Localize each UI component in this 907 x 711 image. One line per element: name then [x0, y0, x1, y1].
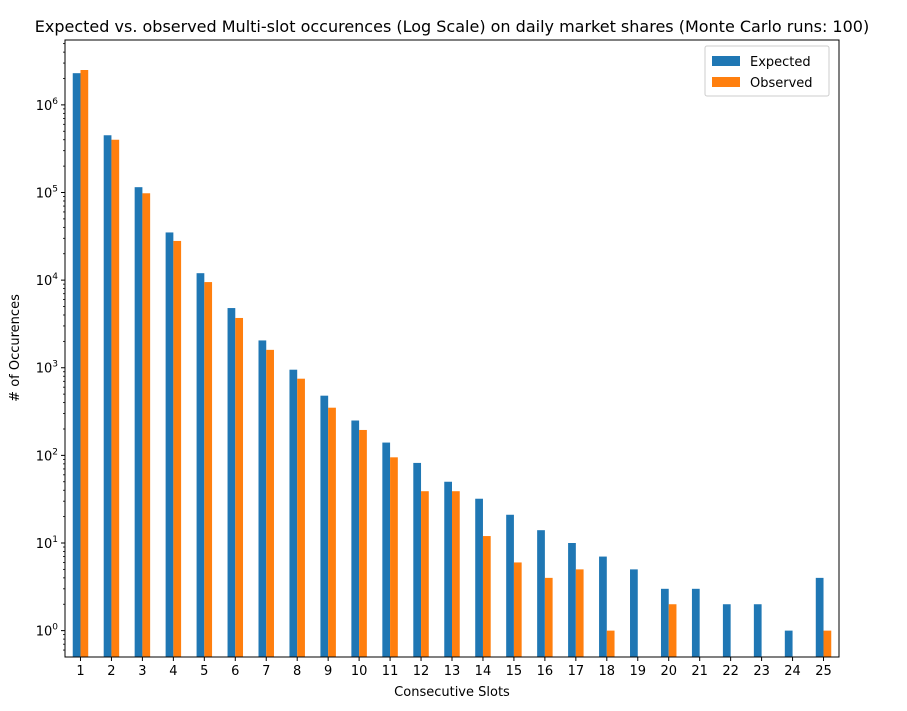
bar-expected-23 — [753, 604, 762, 657]
bar-expected-14 — [475, 498, 483, 657]
x-tick-label-10: 10 — [351, 664, 368, 679]
x-tick-label-17: 17 — [568, 664, 585, 679]
bar-expected-17 — [568, 543, 576, 657]
bar-observed-13 — [452, 491, 460, 657]
bar-observed-15 — [513, 562, 522, 657]
chart-title: Expected vs. observed Multi-slot occuren… — [35, 17, 869, 36]
bar-observed-12 — [421, 491, 429, 657]
y-tick-label-2: 102 — [36, 447, 58, 464]
bar-observed-9 — [328, 407, 336, 657]
bar-observed-8 — [297, 378, 305, 657]
bar-observed-6 — [235, 317, 244, 657]
bar-observed-14 — [482, 536, 491, 657]
bar-observed-16 — [544, 577, 553, 657]
bar-observed-20 — [668, 604, 677, 657]
bar-expected-24 — [784, 630, 793, 657]
bar-expected-11 — [382, 442, 391, 657]
bar-expected-4 — [165, 232, 174, 657]
bar-observed-7 — [266, 349, 274, 657]
x-tick-label-23: 23 — [753, 664, 770, 679]
bar-expected-7 — [258, 340, 267, 657]
bar-expected-10 — [351, 420, 360, 657]
bar-observed-5 — [204, 282, 213, 657]
x-tick-label-19: 19 — [629, 664, 646, 679]
x-tick-label-24: 24 — [784, 664, 801, 679]
plot-area: 1 2 3 4 5 6 7 8 9 10 11 12 13 14 15 16 17 18 19 20 21 22 23 24 2… — [36, 43, 832, 679]
bar-expected-20 — [660, 588, 669, 657]
legend-swatch-expected — [712, 56, 740, 66]
bar-expected-1 — [72, 73, 81, 658]
y-tick-label-1: 101 — [36, 535, 58, 552]
x-tick-label-12: 12 — [413, 664, 430, 679]
x-tick-label-14: 14 — [475, 664, 492, 679]
bar-expected-5 — [196, 273, 205, 657]
bar-expected-25 — [815, 577, 824, 657]
x-tick-label-21: 21 — [691, 664, 708, 679]
bar-expected-16 — [537, 530, 545, 657]
legend-label-observed: Observed — [750, 76, 813, 91]
y-axis-label: # of Occurences — [8, 294, 23, 402]
plot-frame — [64, 39, 840, 658]
bar-observed-1 — [80, 70, 89, 657]
x-tick-label-18: 18 — [599, 664, 616, 679]
bar-observed-2 — [111, 139, 120, 658]
bar-expected-12 — [413, 462, 422, 657]
y-tick-label-6: 106 — [36, 97, 59, 114]
bar-expected-6 — [227, 308, 236, 657]
bar-observed-3 — [142, 193, 151, 657]
bar-expected-19 — [630, 569, 638, 657]
bar-expected-9 — [320, 395, 329, 657]
x-tick-label-22: 22 — [722, 664, 739, 679]
bar-expected-15 — [506, 514, 514, 657]
y-tick-label-3: 103 — [36, 360, 58, 377]
x-tick-label-15: 15 — [506, 664, 523, 679]
y-tick-label-0: 100 — [36, 623, 59, 640]
x-tick-label-8: 8 — [293, 664, 301, 679]
x-tick-label-3: 3 — [138, 664, 146, 679]
x-tick-label-11: 11 — [382, 664, 399, 679]
x-tick-label-2: 2 — [107, 664, 115, 679]
x-tick-label-7: 7 — [262, 664, 270, 679]
bar-observed-25 — [823, 630, 832, 657]
legend-label-expected: Expected — [750, 55, 811, 70]
x-axis-label: Consecutive Slots — [394, 685, 510, 700]
x-tick-label-13: 13 — [444, 664, 461, 679]
legend: Expected Observed — [704, 45, 830, 97]
x-tick-label-25: 25 — [815, 664, 832, 679]
x-tick-label-6: 6 — [231, 664, 239, 679]
bar-observed-11 — [390, 457, 398, 657]
y-tick-label-4: 104 — [36, 272, 59, 289]
x-tick-label-20: 20 — [660, 664, 677, 679]
bar-expected-2 — [103, 135, 112, 657]
x-tick-label-5: 5 — [200, 664, 208, 679]
bar-observed-18 — [606, 630, 615, 657]
bar-expected-13 — [444, 481, 452, 657]
x-tick-label-9: 9 — [324, 664, 332, 679]
y-tick-label-5: 105 — [36, 184, 58, 201]
bar-observed-4 — [173, 240, 182, 657]
bar-observed-10 — [359, 429, 367, 657]
bar-observed-17 — [575, 569, 584, 657]
bar-expected-8 — [289, 369, 298, 657]
x-tick-label-16: 16 — [537, 664, 554, 679]
bar-expected-3 — [134, 187, 143, 657]
bar-expected-21 — [691, 588, 700, 657]
x-tick-label-1: 1 — [76, 664, 84, 679]
x-tick-label-4: 4 — [169, 664, 177, 679]
legend-swatch-observed — [712, 77, 740, 87]
bar-expected-22 — [722, 604, 731, 657]
bar-expected-18 — [599, 556, 607, 657]
